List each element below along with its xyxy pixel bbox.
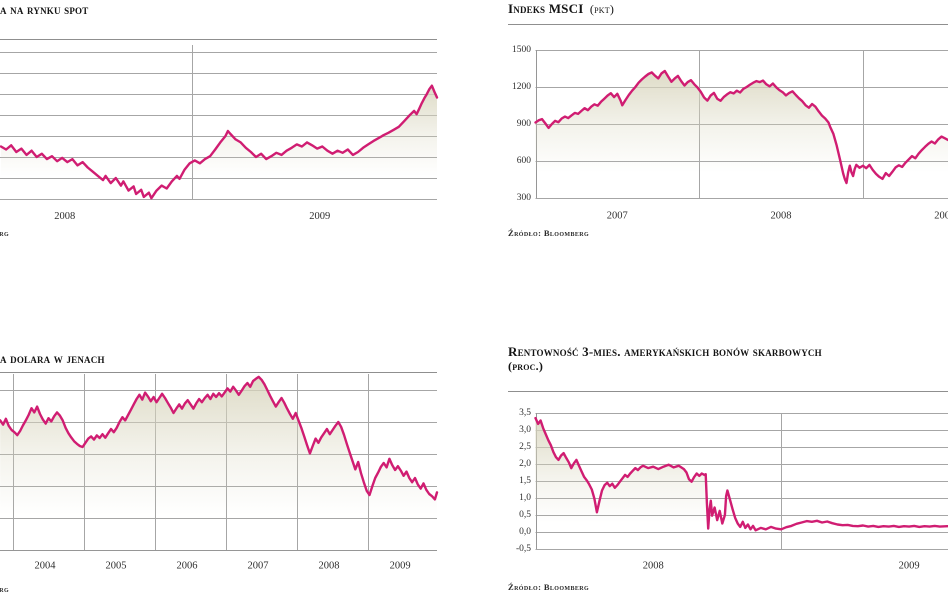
chart-indeks-msci: 2007 2008 2009 1500 1200 900 600 300 [512, 45, 948, 222]
title-rule [508, 24, 948, 25]
y-tick-label: 1200 [512, 82, 531, 92]
y-tick-label: 3,0 [519, 425, 531, 435]
y-tick-label: 900 [517, 119, 532, 129]
y-tick-label: 3,5 [519, 408, 531, 418]
chart-title-text: Indeks MSCI [508, 1, 584, 16]
x-tick-label: 2008 [54, 211, 75, 222]
series-area [1, 85, 437, 199]
chart-spot-market: 2008 2009 [0, 45, 439, 222]
chart-title-text: Rentowność 3-mies. amerykańskich bonów s… [508, 344, 822, 359]
chart-usdjpy-header: a dolara w jenach [0, 352, 437, 366]
y-tick-label: 1500 [512, 45, 531, 55]
series-line [534, 416, 948, 532]
chart-msci-header: Indeks MSCI (pkt) [508, 1, 948, 17]
x-tick-label: 2004 [35, 561, 57, 572]
y-tick-label: 1,5 [519, 476, 531, 486]
chart-title-text: a na rynku spot [0, 2, 89, 17]
chart-title: Indeks MSCI (pkt) [508, 1, 948, 17]
x-tick-label: 2009 [899, 561, 920, 572]
source-label: Źródło: Bloomberg [508, 228, 590, 238]
series-line [534, 69, 948, 185]
series-line [0, 84, 439, 200]
x-tick-label: 2009 [934, 211, 948, 222]
y-tick-label: 2,5 [519, 442, 531, 452]
chart-title: a dolara w jenach [0, 352, 437, 366]
series-area [535, 71, 948, 198]
chart-title: Rentowność 3-mies. amerykańskich bonów s… [508, 344, 932, 374]
source-label: Źródło: Bloomberg [0, 584, 10, 593]
y-tick-label: 0,0 [519, 527, 531, 537]
source-label: Źródło: Bloomberg [0, 228, 10, 238]
source-label: Źródło: Bloomberg [508, 582, 590, 592]
x-tick-label: 2007 [607, 211, 628, 222]
chart-dolar-w-jenach: 2004 2005 2006 2007 2008 2009 [0, 374, 439, 572]
x-tick-label: 2007 [248, 561, 269, 572]
title-rule [0, 372, 437, 373]
chart-title-unit: (pkt) [589, 2, 615, 16]
y-tick-label: 0,5 [519, 510, 531, 520]
x-tick-label: 2006 [177, 561, 198, 572]
x-tick-label: 2009 [309, 211, 330, 222]
chart-title-unit: (proc.) [508, 359, 544, 373]
chart-rentownosc-bonow: 2008 2009 3,5 3,0 2,5 2,0 1,5 1,0 0,5 0,0 -0,5 [516, 408, 948, 572]
series-area [0, 376, 437, 550]
title-rule [508, 391, 948, 392]
y-tick-label: 300 [517, 193, 532, 203]
x-tick-label: 2008 [771, 211, 792, 222]
chart-spot-market-header: a na rynku spot [0, 3, 437, 17]
title-rule [0, 39, 437, 40]
x-tick-label: 2008 [643, 561, 664, 572]
x-tick-label: 2008 [319, 561, 340, 572]
x-tick-label: 2009 [390, 561, 411, 572]
series-area [535, 418, 948, 549]
chart-tbill-header: Rentowność 3-mies. amerykańskich bonów s… [508, 344, 932, 374]
series-line [0, 375, 439, 501]
x-tick-label: 2005 [106, 561, 127, 572]
y-tick-label: 600 [517, 156, 532, 166]
y-tick-label: 2,0 [519, 459, 531, 469]
y-tick-label: 1,0 [519, 493, 531, 503]
y-tick-label: -0,5 [516, 544, 531, 554]
chart-title-text: a dolara w jenach [0, 351, 105, 366]
chart-title: a na rynku spot [0, 3, 437, 17]
